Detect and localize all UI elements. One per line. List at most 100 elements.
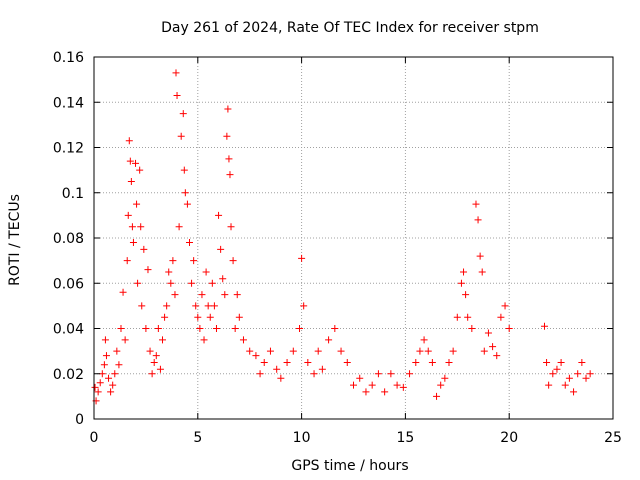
data-point <box>94 388 102 396</box>
data-point <box>200 336 208 344</box>
data-point <box>557 358 565 366</box>
data-point <box>156 365 164 373</box>
data-point <box>578 358 586 366</box>
data-point <box>229 257 237 265</box>
data-point <box>208 279 216 287</box>
data-point <box>111 370 119 378</box>
data-point <box>231 325 239 332</box>
data-point <box>553 365 561 373</box>
data-point <box>198 291 206 299</box>
x-tick-label: 5 <box>193 430 202 446</box>
data-point <box>445 358 453 366</box>
data-point <box>225 155 233 163</box>
data-point <box>561 381 569 389</box>
data-point <box>350 381 357 389</box>
data-point <box>167 279 175 287</box>
data-point <box>202 268 210 276</box>
data-point <box>331 325 339 332</box>
y-axis-label: ROTI / TECUs <box>7 194 23 286</box>
data-point <box>192 302 200 310</box>
x-tick-label: 0 <box>90 430 99 446</box>
data-point <box>210 302 218 310</box>
data-point <box>219 275 227 283</box>
data-point <box>468 325 476 332</box>
data-point <box>100 361 108 369</box>
data-point <box>493 352 501 360</box>
data-point <box>128 223 136 231</box>
data-point <box>179 110 187 118</box>
grid-lines <box>94 57 613 419</box>
y-tick-label: 0.1 <box>62 186 84 202</box>
data-point <box>129 239 137 247</box>
data-point <box>177 132 185 140</box>
data-point <box>185 239 193 247</box>
data-point <box>194 313 202 321</box>
data-points <box>91 69 594 405</box>
data-point <box>476 252 484 260</box>
y-tick-label: 0.02 <box>53 367 84 383</box>
data-point <box>543 358 551 366</box>
data-point <box>252 352 260 360</box>
data-point <box>277 374 285 382</box>
data-point <box>215 211 223 219</box>
data-point <box>489 343 497 351</box>
data-point <box>217 245 225 253</box>
data-point <box>123 257 131 265</box>
data-point <box>474 216 482 224</box>
data-point <box>298 254 306 262</box>
x-axis-label: GPS time / hours <box>291 458 408 474</box>
y-tick-label: 0.08 <box>53 231 84 247</box>
data-point <box>152 352 160 360</box>
y-tick-label: 0.14 <box>53 95 84 111</box>
data-point <box>115 361 123 369</box>
data-point <box>289 347 297 355</box>
data-point <box>256 370 264 378</box>
data-point <box>235 313 243 321</box>
data-point <box>180 166 188 174</box>
data-point <box>148 370 156 378</box>
data-point <box>102 352 110 360</box>
data-point <box>124 211 132 219</box>
x-tick-label: 15 <box>396 430 414 446</box>
data-point <box>343 358 351 366</box>
data-point <box>239 336 247 344</box>
data-point <box>441 374 449 382</box>
data-point <box>154 325 162 332</box>
data-point <box>540 322 548 330</box>
data-point <box>428 358 436 366</box>
data-point <box>505 325 513 332</box>
data-point <box>433 392 441 400</box>
chart-title: Day 261 of 2024, Rate Of TEC Index for r… <box>161 20 539 36</box>
data-point <box>460 268 468 276</box>
data-point <box>188 279 196 287</box>
data-point <box>140 245 148 253</box>
data-point <box>472 200 480 208</box>
data-point <box>574 370 582 378</box>
y-tick-label: 0.16 <box>53 50 84 66</box>
data-point <box>582 374 590 382</box>
data-point <box>121 336 129 344</box>
data-point <box>175 223 183 231</box>
data-point <box>146 347 154 355</box>
data-point <box>206 313 214 321</box>
data-point <box>171 291 179 299</box>
data-point <box>233 291 241 299</box>
data-point <box>549 370 557 378</box>
data-point <box>586 370 594 378</box>
data-point <box>138 302 146 310</box>
data-point <box>424 347 432 355</box>
data-point <box>565 374 573 382</box>
data-point <box>399 383 407 391</box>
data-point <box>478 268 486 276</box>
data-point <box>172 69 180 77</box>
data-point <box>204 302 212 310</box>
data-point <box>165 268 173 276</box>
y-tick-label: 0.04 <box>53 322 84 338</box>
x-tick-label: 10 <box>293 430 311 446</box>
data-point <box>462 291 470 299</box>
data-point <box>226 171 234 179</box>
data-point <box>212 325 220 332</box>
data-point <box>300 302 308 310</box>
data-point <box>387 370 395 378</box>
